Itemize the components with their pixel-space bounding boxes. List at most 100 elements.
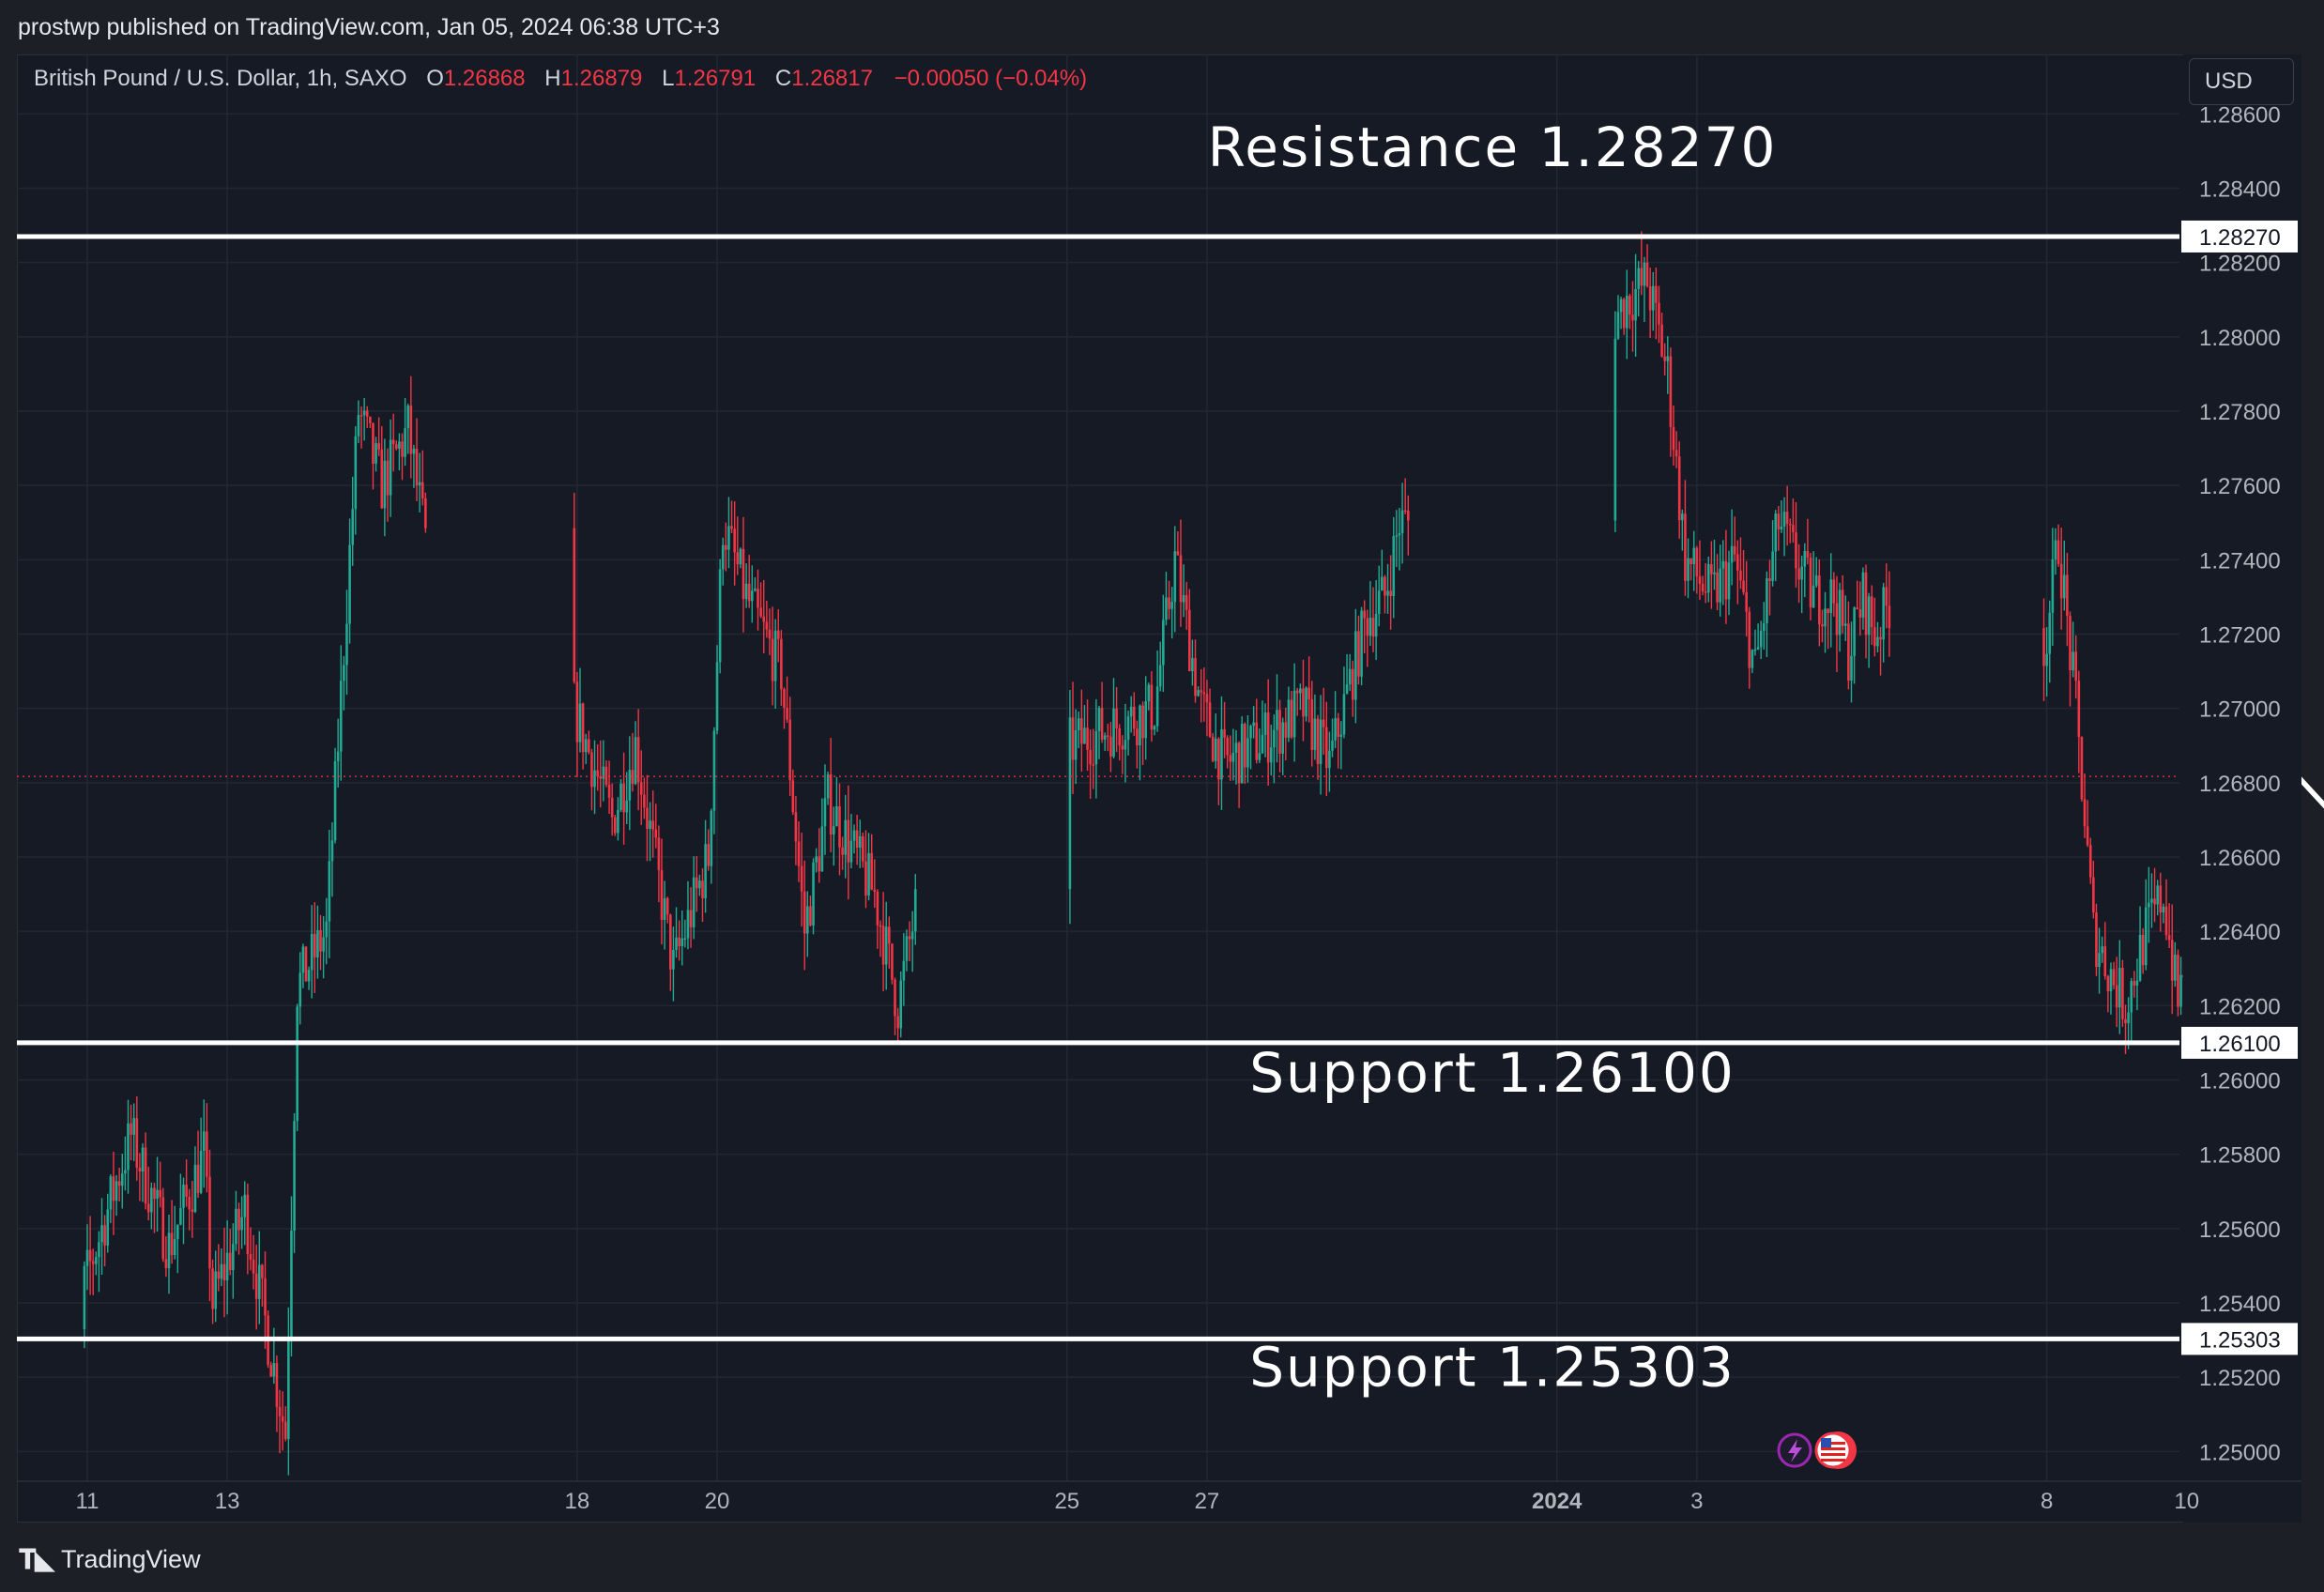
- candle: [214, 1250, 217, 1323]
- candle: [2083, 773, 2087, 838]
- candle: [1386, 563, 1389, 614]
- candle: [1384, 574, 1386, 614]
- candle: [2077, 670, 2081, 773]
- candle: [1153, 725, 1156, 736]
- candle: [1322, 687, 1325, 755]
- candle: [715, 645, 719, 735]
- candle: [815, 848, 818, 873]
- candle: [196, 1130, 200, 1199]
- candle: [199, 1117, 203, 1195]
- time-axis: 11 13 18 20 25 27 2024 3 8 10: [17, 1480, 2301, 1514]
- candle: [127, 1099, 130, 1194]
- level-label: Support 1.26100: [1249, 1041, 1735, 1105]
- candle: [881, 892, 885, 991]
- price-tick-label: 1.25400: [2199, 1292, 2281, 1317]
- candle: [1873, 597, 1876, 657]
- candle: [628, 736, 632, 831]
- candle: [844, 794, 848, 879]
- candle: [1107, 723, 1109, 752]
- candle: [2150, 873, 2153, 928]
- candle: [1141, 701, 1144, 765]
- candle: [1263, 703, 1267, 758]
- candle: [1658, 285, 1660, 344]
- candle: [1398, 508, 1401, 571]
- candle: [2135, 958, 2139, 1011]
- level-lines: Resistance 1.28270 Support 1.26100 Support…: [17, 115, 2179, 1399]
- candle: [1672, 405, 1675, 466]
- candle: [1331, 718, 1334, 758]
- candle: [1328, 731, 1331, 792]
- candle: [913, 874, 917, 945]
- tradingview-logo[interactable]: 𝐓◣ TradingView: [19, 1543, 201, 1576]
- candle: [1168, 580, 1170, 620]
- symbol-legend[interactable]: British Pound / U.S. Dollar, 1h, SAXO O1…: [34, 66, 1087, 92]
- candle: [1068, 690, 1072, 925]
- candle: [2045, 627, 2048, 696]
- candle: [1651, 271, 1655, 331]
- candle: [584, 733, 588, 764]
- level-axis-label: 1.28270: [2199, 225, 2281, 251]
- currency-button[interactable]: USD: [2189, 58, 2294, 105]
- candle: [1381, 549, 1384, 591]
- high-value: 1.26879: [560, 66, 643, 91]
- candle: [1648, 268, 1652, 338]
- candle: [1187, 589, 1191, 672]
- price-tick-label: 1.25200: [2199, 1366, 2281, 1391]
- candle: [1276, 674, 1278, 763]
- candle: [1841, 574, 1844, 634]
- candle: [2069, 611, 2072, 707]
- candle: [1681, 509, 1684, 551]
- candle: [1234, 729, 1238, 785]
- candle: [1083, 705, 1086, 744]
- candle: [1200, 668, 1203, 723]
- candle: [1867, 592, 1871, 668]
- candle: [1194, 639, 1197, 703]
- level-axis-badge: [2181, 220, 2298, 253]
- candle: [1406, 495, 1410, 556]
- candle: [1220, 696, 1223, 810]
- candle: [1295, 687, 1299, 716]
- candle: [596, 743, 599, 791]
- candle: [1089, 729, 1092, 799]
- candle: [902, 933, 906, 1006]
- chart-frame[interactable]: [17, 54, 2301, 1523]
- candle: [1809, 552, 1812, 620]
- candle: [202, 1099, 206, 1188]
- candle: [1217, 737, 1220, 805]
- candle: [783, 687, 786, 729]
- grid-lines: [17, 54, 2188, 1481]
- candle: [1348, 653, 1352, 692]
- candle: [1706, 556, 1710, 603]
- candle: [619, 778, 622, 812]
- candle: [1616, 295, 1620, 341]
- candle: [852, 824, 856, 854]
- price-axis-bg: [2183, 54, 2301, 1523]
- time-tick-label: 27: [1195, 1489, 1220, 1514]
- candle: [1888, 571, 1891, 657]
- candle: [727, 497, 730, 569]
- candle: [135, 1095, 139, 1181]
- candle: [2112, 961, 2116, 989]
- candle: [95, 1251, 98, 1276]
- candle: [590, 748, 593, 811]
- candle: [1112, 678, 1115, 759]
- candle: [744, 563, 748, 608]
- candle: [330, 822, 334, 897]
- candle: [858, 819, 862, 868]
- candle: [2092, 860, 2095, 919]
- candle: [1273, 714, 1276, 784]
- candle: [83, 1261, 86, 1349]
- candle: [751, 565, 754, 623]
- candle: [1345, 653, 1349, 695]
- time-tick-label: 8: [2041, 1489, 2053, 1514]
- candle: [730, 500, 733, 533]
- change-value: −0.00050 (−0.04%): [894, 66, 1088, 91]
- candle: [879, 920, 882, 957]
- candle: [896, 1007, 899, 1042]
- candle: [1337, 712, 1340, 769]
- candle: [1759, 620, 1763, 660]
- candle: [406, 404, 410, 454]
- candle: [1710, 541, 1713, 609]
- tradingview-logo-text: TradingView: [60, 1545, 201, 1573]
